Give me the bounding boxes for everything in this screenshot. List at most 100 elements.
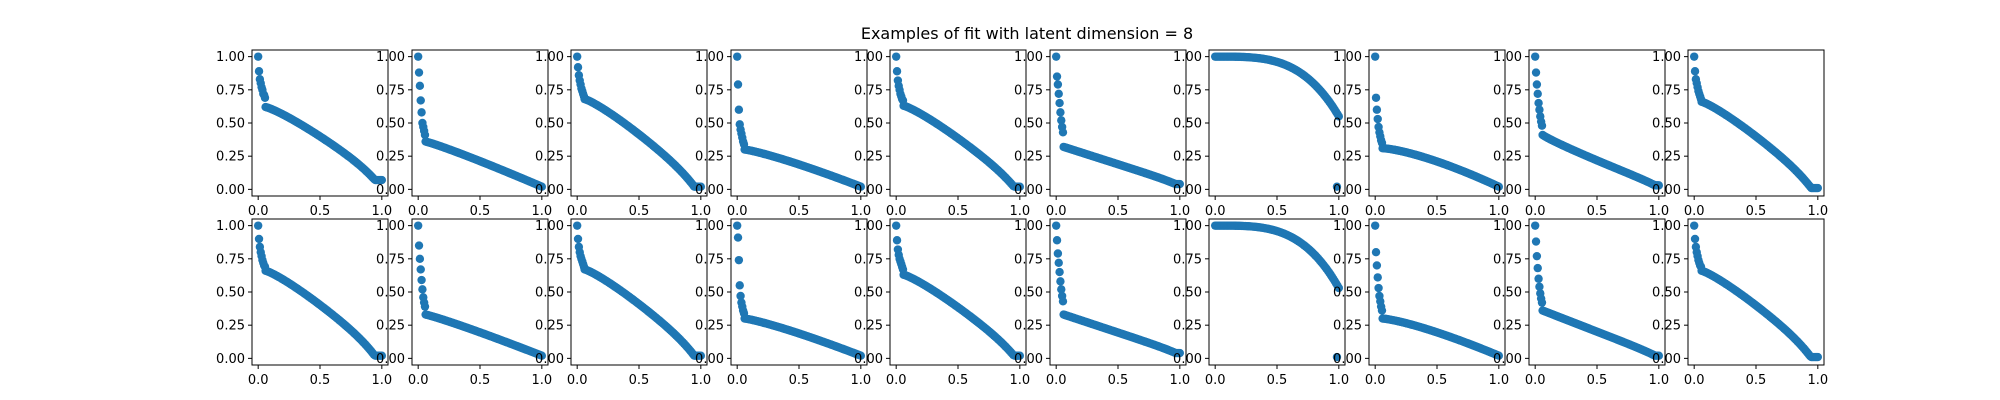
x-tick-label: 1.0 — [690, 204, 711, 219]
y-tick-label: 0.50 — [1652, 286, 1681, 301]
data-point — [732, 52, 742, 61]
y-tick-label: 0.50 — [1014, 286, 1043, 301]
data-point — [1537, 121, 1547, 130]
data-point — [1534, 274, 1543, 283]
y-tick-label: 0.75 — [1652, 83, 1681, 98]
x-tick-label: 0.0 — [1365, 204, 1386, 219]
subplot-r1-c2: 0.0 0.5 1.0 0.00 0.25 0.50 0.75 1.00 — [376, 49, 552, 219]
data-point — [856, 351, 866, 360]
x-tick-label: 0.0 — [408, 373, 429, 388]
y-tick-label: 0.25 — [1014, 150, 1043, 165]
y-tick-label: 0.50 — [854, 286, 883, 301]
data-point — [1056, 108, 1065, 117]
y-tick-label: 0.75 — [1493, 83, 1522, 98]
data-point — [416, 265, 425, 274]
y-tick-label: 0.00 — [854, 352, 883, 367]
data-point — [1494, 182, 1504, 191]
data-point — [856, 182, 866, 191]
x-tick-label: 1.0 — [1169, 373, 1190, 388]
y-tick-label: 0.00 — [376, 183, 405, 198]
y-tick-label: 0.25 — [1493, 319, 1522, 334]
y-tick-label: 0.00 — [695, 352, 724, 367]
data-point — [1056, 277, 1065, 286]
y-tick-label: 1.00 — [376, 50, 405, 65]
data-point — [537, 351, 547, 360]
x-tick-label: 1.0 — [1807, 204, 1828, 219]
y-tick-label: 1.00 — [535, 219, 564, 234]
x-tick-label: 1.0 — [1169, 204, 1190, 219]
data-point — [253, 221, 263, 230]
y-tick-label: 0.75 — [216, 83, 245, 98]
y-tick-label: 1.00 — [216, 50, 245, 65]
figure-title: Examples of fit with latent dimension = … — [861, 24, 1193, 43]
data-point — [1690, 234, 1700, 244]
y-tick-label: 1.00 — [1173, 219, 1202, 234]
y-tick-label: 0.00 — [1173, 352, 1202, 367]
x-tick-label: 0.5 — [1587, 373, 1608, 388]
data-point — [1535, 105, 1544, 114]
data-point — [1494, 351, 1504, 360]
data-point — [1058, 297, 1068, 306]
data-point — [1334, 283, 1344, 293]
y-tick-label: 0.25 — [535, 319, 564, 334]
y-tick-label: 0.50 — [535, 117, 564, 132]
x-tick-label: 1.0 — [531, 373, 552, 388]
subplot-r1-c4: 0.0 0.5 1.0 0.00 0.25 0.50 0.75 1.00 — [695, 49, 871, 219]
scatter-series — [413, 52, 547, 191]
y-tick-label: 0.50 — [1333, 117, 1362, 132]
data-point — [573, 63, 583, 72]
y-tick-label: 0.00 — [1652, 183, 1681, 198]
x-tick-label: 0.0 — [727, 373, 748, 388]
data-point — [1371, 93, 1381, 102]
subplot-r1-c3: 0.0 0.5 1.0 0.00 0.25 0.50 0.75 1.00 — [535, 49, 711, 219]
data-point — [1689, 221, 1699, 230]
subplot-r2-c8: 0.0 0.5 1.0 0.00 0.25 0.50 0.75 1.00 — [1333, 218, 1509, 388]
y-tick-label: 0.50 — [376, 286, 405, 301]
y-tick-label: 1.00 — [1493, 219, 1522, 234]
y-tick-label: 0.50 — [1173, 117, 1202, 132]
y-tick-label: 0.00 — [1493, 352, 1522, 367]
data-point — [1530, 221, 1540, 230]
y-tick-label: 0.00 — [216, 352, 245, 367]
data-point — [377, 351, 387, 360]
data-point — [1372, 105, 1382, 114]
y-tick-label: 1.00 — [1333, 50, 1362, 65]
scatter-series — [1370, 52, 1504, 191]
y-tick-label: 1.00 — [1333, 219, 1362, 234]
x-tick-label: 0.5 — [310, 204, 331, 219]
x-tick-label: 1.0 — [1009, 204, 1030, 219]
x-tick-label: 1.0 — [1488, 204, 1509, 219]
data-point — [420, 130, 430, 140]
data-point — [1531, 237, 1541, 246]
x-tick-label: 0.0 — [1046, 373, 1067, 388]
y-tick-label: 0.25 — [1014, 319, 1043, 334]
data-point — [573, 234, 583, 244]
x-tick-label: 0.5 — [470, 204, 491, 219]
subplot-grid: 0.0 0.5 1.00.000.250.500.751.000.0 0.5 1.00.… — [216, 49, 1828, 388]
x-tick-label: 0.0 — [408, 204, 429, 219]
subplot-r1-c7: 0.0 0.5 1.0 0.00 0.25 0.50 0.75 1.00 — [1173, 49, 1349, 219]
subplot-r1-c5: 0.0 0.5 1.0 0.00 0.25 0.50 0.75 1.00 — [854, 49, 1030, 219]
y-tick-label: 0.50 — [376, 117, 405, 132]
subplot-r2-c7: 0.0 0.5 1.0 0.00 0.25 0.50 0.75 1.00 — [1173, 218, 1349, 388]
data-point — [1532, 80, 1542, 89]
x-tick-label: 0.0 — [248, 373, 269, 388]
data-point — [1535, 282, 1544, 291]
x-tick-label: 0.5 — [629, 204, 650, 219]
y-tick-label: 0.25 — [695, 150, 724, 165]
y-tick-label: 0.50 — [695, 286, 724, 301]
x-tick-label: 0.5 — [789, 373, 810, 388]
y-tick-label: 0.00 — [1333, 183, 1362, 198]
y-tick-label: 0.25 — [1333, 319, 1362, 334]
y-tick-label: 0.00 — [854, 183, 883, 198]
y-tick-label: 1.00 — [376, 219, 405, 234]
scatter-series — [891, 221, 1025, 360]
scatter-series — [572, 52, 706, 191]
x-tick-label: 1.0 — [1488, 373, 1509, 388]
y-tick-label: 0.75 — [535, 83, 564, 98]
data-point — [537, 182, 547, 191]
y-tick-label: 0.50 — [1493, 286, 1522, 301]
y-tick-label: 0.00 — [376, 352, 405, 367]
y-tick-label: 0.00 — [1333, 352, 1362, 367]
y-tick-label: 0.00 — [695, 183, 724, 198]
